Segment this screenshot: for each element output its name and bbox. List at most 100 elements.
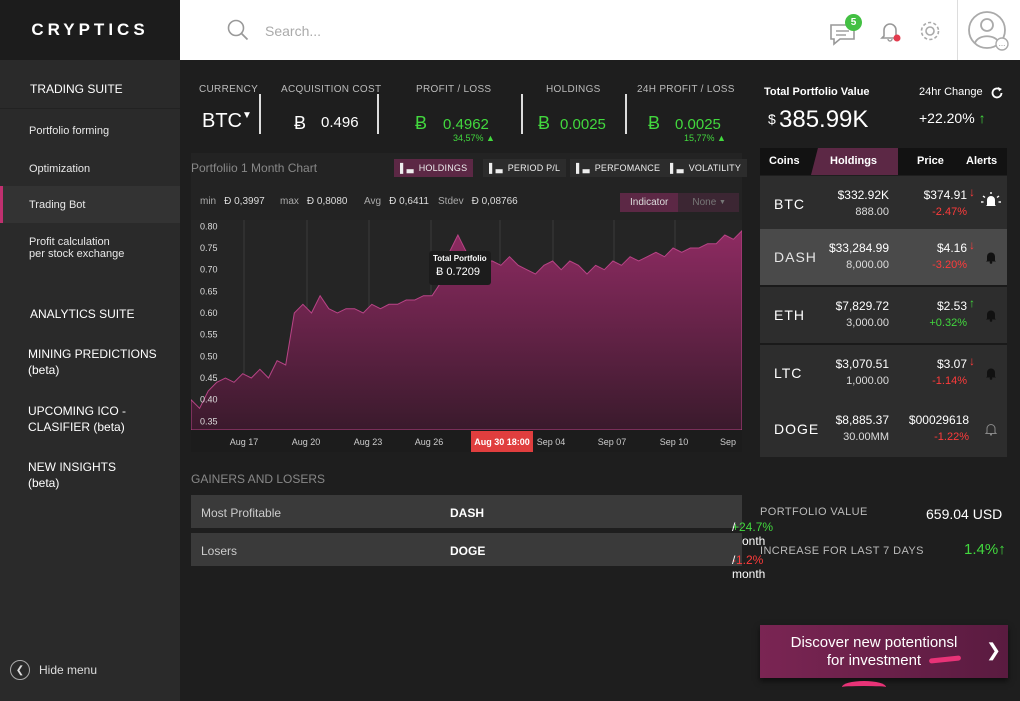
hold-usd: $7,829.72 [835, 299, 889, 313]
stat-max: max Ð 0,8080 [280, 196, 348, 207]
total-portfolio-label: Total Portfolio Value [764, 86, 870, 98]
caret-down-icon: ▼ [719, 199, 726, 206]
x-tick-label: Aug 26 [415, 437, 444, 447]
change-24h-label: 24hr Change [919, 86, 983, 98]
btc-symbol: Ƀ [538, 113, 551, 133]
hold-qty: 888.00 [855, 206, 889, 218]
tab-holdings-active-bg [811, 148, 898, 175]
h24-percent-text: 15,77% [684, 133, 715, 143]
tab-holdings[interactable]: ▌▃ HOLDINGS [394, 159, 474, 177]
sidebar-item-optimization[interactable]: Optimization [29, 163, 91, 175]
change-value: +24.7% [732, 520, 774, 534]
btc-symbol: Ƀ [648, 113, 661, 133]
coin-price: $3.07 -1.14% [932, 356, 967, 390]
refresh-icon[interactable] [990, 86, 1004, 100]
tab-performance[interactable]: ▌▃ PERFOMANCE [570, 159, 667, 177]
currency-value: BTC [202, 110, 242, 132]
coin-price: $4.16 -3.20% [932, 240, 967, 274]
x-tick-label: Sep [720, 437, 736, 447]
bell-icon[interactable] [984, 308, 998, 322]
price-change: -1.22% [934, 431, 969, 443]
coin-row-eth[interactable]: ETH $7,829.72 3,000.00 $2.53 +0.32% ↑ [760, 287, 1007, 343]
coin-holdings: $33,284.99 8,000.00 [829, 240, 889, 274]
divider [625, 94, 627, 134]
price-change: +0.32% [929, 317, 967, 329]
y-tick-label: 0.60 [200, 308, 218, 318]
sidebar-item-label: (beta) [28, 476, 60, 490]
coin-row-dash[interactable]: DASH $33,284.99 8,000.00 $4.16 -3.20% ↓ [760, 229, 1007, 285]
hold-qty: 30.00MM [843, 431, 889, 443]
sidebar-item-label: per stock exchange [29, 248, 125, 260]
tab-period-pl[interactable]: ▌▃ PERIOD P/L [483, 159, 567, 177]
price-value: $4.16 [936, 241, 967, 255]
change-24h-text: +22.20% [919, 110, 975, 126]
change-24h-value: +22.20% ↑ [919, 110, 986, 126]
y-tick-label: 0.65 [200, 286, 218, 296]
user-avatar-button[interactable]: ... [968, 10, 1009, 51]
bell-outline-icon[interactable] [984, 422, 998, 436]
gainers-losers-title: GAINERS AND LOSERS [191, 472, 326, 486]
stat-avg-value: Ð 0,6411 [389, 196, 429, 207]
sidebar-section-trading[interactable]: TRADING SUITE [30, 82, 123, 96]
x-tick-label: Aug 17 [230, 437, 259, 447]
hide-menu-button[interactable]: ❮ Hide menu [10, 660, 97, 680]
indicator-select[interactable]: Indicator None ▼ [620, 193, 739, 212]
bell-icon[interactable] [984, 250, 998, 264]
acquisition-cost-value: 0.496 [321, 114, 359, 131]
total-currency: $ [768, 111, 776, 127]
btc-symbol: Ƀ [415, 113, 428, 133]
arrow-up-icon: ↑ [978, 110, 986, 126]
stat-max-value: Ð 0,8080 [306, 196, 348, 207]
sidebar-item-mining-predictions[interactable]: MINING PREDICTIONS (beta) [0, 346, 180, 378]
y-tick-label: 0.45 [200, 373, 218, 383]
tab-volatility[interactable]: ▌▃ VOLATILITY [664, 159, 748, 177]
tab-coins[interactable]: Coins [769, 155, 800, 167]
holdings-label: HOLDINGS [546, 84, 601, 95]
sidebar-item-new-insights[interactable]: NEW INSIGHTS (beta) [0, 459, 180, 491]
notifications-button[interactable] [878, 19, 902, 43]
avatar-icon: ... [968, 11, 1009, 51]
gainer-row[interactable]: Most Profitable DASH +24.7% / month [191, 495, 773, 548]
arrow-down-icon: ↓ [969, 238, 975, 252]
chevron-left-icon: ❮ [10, 660, 30, 680]
coin-row-doge[interactable]: DOGE $8,885.37 30.00MM $00029618 -1.22% [760, 401, 1007, 457]
row-label: Losers [201, 544, 238, 558]
coin-price: $374.91 -2.47% [924, 187, 967, 221]
sidebar-item-ico-classifier[interactable]: UPCOMING ICO - CLASIFIER (beta) [0, 403, 180, 435]
increase-value-text: 1.4% [964, 541, 999, 558]
bell-icon[interactable] [984, 366, 998, 380]
messages-count-badge: 5 [845, 14, 862, 31]
tab-price[interactable]: Price [917, 155, 944, 167]
tab-label: PERFOMANCE [594, 163, 661, 173]
sidebar-item-profit-calculation[interactable]: Profit calculation per stock exchange [0, 236, 180, 260]
row-coin: DOGE [450, 544, 486, 558]
discover-investment-button[interactable]: Discover new potentionsl for investment … [760, 625, 1008, 678]
alert-active-bell-icon[interactable] [980, 190, 1002, 212]
chart-title: Portfoliio 1 Month Chart [191, 161, 318, 175]
settings-button[interactable] [918, 19, 942, 43]
arrow-up-icon: ↑ [969, 296, 975, 310]
loser-row[interactable]: Losers DOGE -1.2% / month [191, 533, 765, 581]
sidebar-section-analytics[interactable]: ANALYTICS SUITE [30, 307, 135, 321]
tooltip-title: Total Portfolio [433, 254, 487, 263]
stat-avg-label: Avg [364, 196, 382, 207]
coin-row-btc[interactable]: BTC $332.92K 888.00 $374.91 -2.47% ↓ [760, 176, 1007, 232]
price-value: $3.07 [936, 357, 967, 371]
search-input[interactable] [265, 20, 665, 42]
tab-alerts[interactable]: Alerts [966, 155, 998, 167]
divider [0, 108, 180, 109]
sidebar-item-portfolio-forming[interactable]: Portfolio forming [29, 125, 110, 137]
coin-row-ltc[interactable]: LTC $3,070.51 1,000.00 $3.07 -1.14% ↓ [760, 345, 1007, 401]
acquisition-cost-label: ACQUISITION COST [281, 84, 382, 95]
tab-coin-holdings[interactable]: Holdings [830, 155, 878, 167]
sidebar-item-trading-bot[interactable]: Trading Bot [0, 186, 180, 223]
price-change: -3.20% [932, 259, 967, 271]
coin-name: DOGE [774, 421, 820, 437]
messages-button[interactable]: 5 [828, 14, 862, 46]
holdings-value: 0.0025 [560, 116, 606, 133]
tooltip-value: Ƀ 0.7209 [436, 266, 481, 278]
hold-qty: 8,000.00 [846, 259, 889, 271]
coin-price: $2.53 +0.32% [929, 298, 967, 332]
y-tick-label: 0.80 [200, 221, 218, 231]
currency-select[interactable]: BTC▼ [202, 110, 252, 133]
